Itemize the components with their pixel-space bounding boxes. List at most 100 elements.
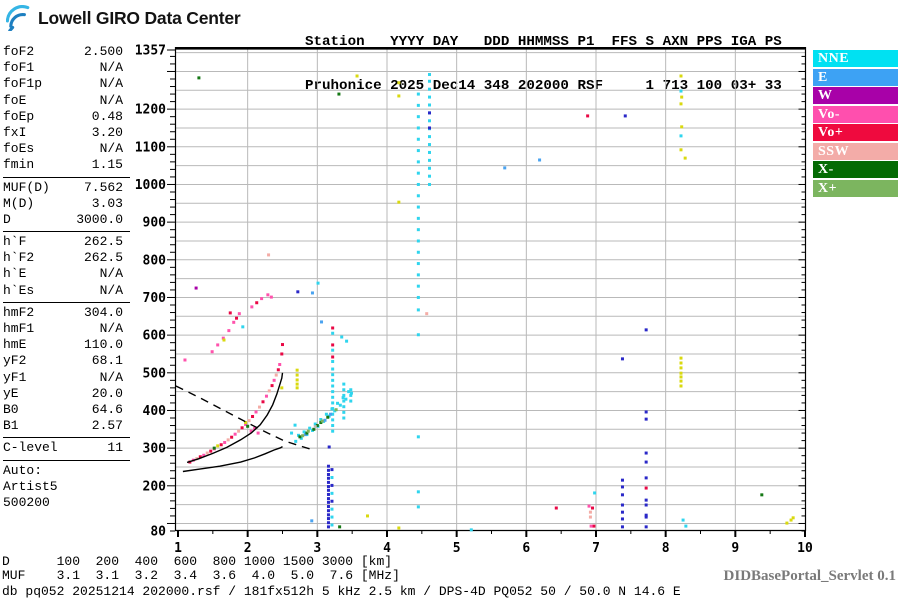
echo-dots-ssw xyxy=(195,253,592,519)
param-row-foF1: foF1 N/A xyxy=(3,60,130,76)
param-label: yE xyxy=(3,385,19,401)
legend-item-NNE: NNE xyxy=(813,50,898,67)
param-row-MUF(D): MUF(D) 7.562 xyxy=(3,180,130,196)
echo-dots-vp xyxy=(188,114,648,528)
param-value: 304.0 xyxy=(83,304,123,320)
param-group-5: Auto: Artist5 500200 xyxy=(3,459,130,512)
param-value: 68.1 xyxy=(91,353,123,369)
param-label: foF1 xyxy=(3,60,35,76)
svg-text:900: 900 xyxy=(143,216,167,231)
param-value: N/A xyxy=(99,321,123,336)
param-group-3: hmF2 304.0 hmF1 N/A hmE 110.0 yF2 68.1 yF1 N/A yE 2… xyxy=(3,301,130,435)
echo-dots-gray xyxy=(313,425,317,429)
axis-ticks xyxy=(167,49,806,537)
autoscaling-info-line: Artist5 xyxy=(3,478,58,494)
servlet-version-label: DIDBasePortal_Servlet 0.1 xyxy=(723,568,896,584)
legend-item-SSW: SSW xyxy=(813,142,898,160)
param-label: h`Es xyxy=(3,282,35,298)
svg-text:80: 80 xyxy=(150,525,166,540)
param-value: N/A xyxy=(99,141,123,157)
param-value: N/A xyxy=(99,60,123,76)
svg-text:700: 700 xyxy=(143,291,167,306)
svg-text:1100: 1100 xyxy=(135,140,166,155)
svg-text:8: 8 xyxy=(662,541,670,556)
param-value: 7.562 xyxy=(83,179,123,195)
param-value: 1.15 xyxy=(91,157,123,173)
param-label: h`E xyxy=(3,266,27,282)
param-label: yF1 xyxy=(3,369,27,385)
station-header-line2: Pruhonice 2025 Dec14 348 202000 RSF 1 71… xyxy=(305,77,782,94)
otrace-curve xyxy=(186,372,284,464)
param-row-foEp: foEp 0.48 xyxy=(3,109,130,125)
measurement-status-line: db pq052 20251214 202000.rsf / 181fx512h… xyxy=(2,584,681,599)
autoscaling-info-line: 500200 xyxy=(3,494,50,510)
param-value: N/A xyxy=(99,76,123,92)
param-value: 3.20 xyxy=(91,124,123,140)
param-label: hmF1 xyxy=(3,321,35,336)
param-value: 11 xyxy=(107,440,123,456)
echo-dots-w xyxy=(194,286,198,290)
param-row-hmF1: hmF1 N/A xyxy=(3,321,130,337)
echo-dots-xm xyxy=(197,76,764,529)
true-height-profile xyxy=(182,445,283,473)
param-value: 2.57 xyxy=(91,418,123,434)
svg-text:1000: 1000 xyxy=(135,178,166,193)
param-label: hmE xyxy=(3,337,27,353)
giro-wave-icon xyxy=(6,5,30,31)
param-row-B0: B0 64.6 xyxy=(3,402,130,418)
svg-text:800: 800 xyxy=(143,253,167,268)
echo-dots-nne xyxy=(241,72,688,532)
echo-dots-e xyxy=(303,158,542,523)
echo-dots-xp xyxy=(301,408,338,438)
param-group-2: h`F 262.5 h`F2 262.5 h`E N/A h`Es N/A xyxy=(3,231,130,299)
param-row-h`F2: h`F2 262.5 xyxy=(3,250,130,266)
param-value: N/A xyxy=(99,282,123,298)
param-label: C-level xyxy=(3,440,58,456)
param-value: 3000.0 xyxy=(76,211,123,227)
param-row-foF1p: foF1p N/A xyxy=(3,76,130,92)
svg-text:9: 9 xyxy=(731,541,739,556)
param-group-1: MUF(D) 7.562 M(D) 3.03 D 3000.0 xyxy=(3,176,130,229)
svg-text:4: 4 xyxy=(383,541,391,556)
param-row-yF1: yF1 N/A xyxy=(3,370,130,386)
param-value: 110.0 xyxy=(83,337,123,353)
param-row-yF2: yF2 68.1 xyxy=(3,353,130,369)
transmission-curve xyxy=(175,385,310,450)
param-row-h`Es: h`Es N/A xyxy=(3,283,130,299)
param-group-4: C-level 11 xyxy=(3,437,130,456)
echo-dots-navy xyxy=(296,111,648,529)
echo-dots-y xyxy=(216,74,795,530)
svg-text:600: 600 xyxy=(143,329,167,344)
echo-type-legend: NNE E W Vo- Vo+ SSW X- X+ xyxy=(813,50,898,198)
param-label: MUF(D) xyxy=(3,179,50,195)
param-row-h`F: h`F 262.5 xyxy=(3,234,130,250)
param-value: 2.500 xyxy=(83,44,123,59)
autoscaling-info-line: Auto: xyxy=(3,462,43,478)
param-row-hmF2: hmF2 304.0 xyxy=(3,305,130,321)
param-value: 20.0 xyxy=(91,385,123,401)
param-label: M(D) xyxy=(3,195,35,211)
giro-logo: Lowell GIRO Data Center xyxy=(6,5,241,31)
param-label: D xyxy=(3,211,11,227)
muf-values-row: MUF 3.1 3.1 3.2 3.4 3.6 4.0 5.0 7.6 [MHz… xyxy=(2,568,400,583)
param-row-M(D): M(D) 3.03 xyxy=(3,196,130,212)
param-value: 0.48 xyxy=(91,108,123,124)
param-label: foEp xyxy=(3,108,35,124)
station-header: Station YYYY DAY DDD HHMMSS P1 FFS S AXN… xyxy=(305,6,782,108)
svg-text:6: 6 xyxy=(522,541,530,556)
muf-distance-row: D 100 200 400 600 800 1000 1500 3000 [km… xyxy=(2,554,393,569)
svg-text:2: 2 xyxy=(244,541,252,556)
svg-text:10: 10 xyxy=(797,541,813,556)
plot-gridlines xyxy=(176,49,805,530)
param-value: N/A xyxy=(99,369,123,385)
param-value: N/A xyxy=(99,266,123,282)
svg-text:500: 500 xyxy=(143,366,167,381)
param-row-fmin: fmin 1.15 xyxy=(3,157,130,173)
param-label: yF2 xyxy=(3,353,27,369)
param-value: 64.6 xyxy=(91,401,123,417)
param-row-foF2: foF2 2.500 xyxy=(3,44,130,60)
param-row-foEs: foEs N/A xyxy=(3,141,130,157)
legend-item-W: W xyxy=(813,87,898,104)
svg-text:5: 5 xyxy=(453,541,461,556)
param-row-D: D 3000.0 xyxy=(3,212,130,228)
